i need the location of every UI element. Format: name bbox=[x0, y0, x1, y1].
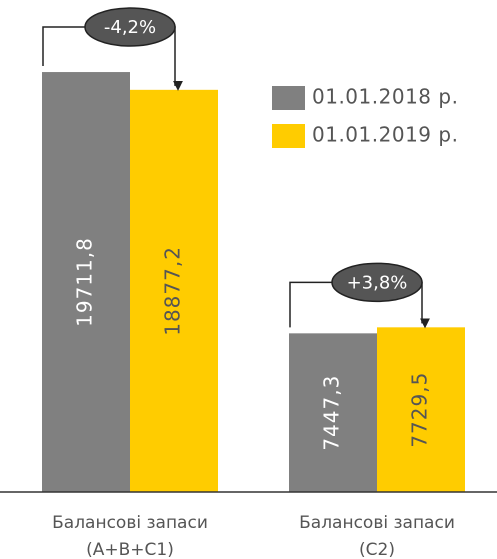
legend-label: 01.01.2018 р. bbox=[312, 85, 458, 109]
bar bbox=[130, 89, 218, 493]
bar bbox=[377, 327, 465, 492]
legend-label: 01.01.2019 р. bbox=[312, 123, 458, 147]
bar bbox=[42, 72, 130, 493]
value-label: 19711,8 bbox=[73, 237, 97, 327]
value-label: 7447,3 bbox=[320, 375, 344, 451]
annotation-bubble bbox=[331, 262, 423, 303]
annotation-text: -4,2% bbox=[104, 17, 156, 38]
annotation-text: +3,8% bbox=[347, 272, 408, 293]
x-tick-label: Балансові запаси (C2) bbox=[299, 513, 455, 559]
bar bbox=[289, 333, 377, 492]
x-tick-label: Балансові запаси (A+B+C1) bbox=[52, 513, 208, 559]
value-label: 18877,2 bbox=[161, 246, 185, 336]
annotation-bubble bbox=[84, 7, 176, 47]
legend-swatch bbox=[272, 86, 305, 110]
value-label: 7729,5 bbox=[408, 372, 432, 448]
legend-swatch bbox=[272, 124, 305, 148]
